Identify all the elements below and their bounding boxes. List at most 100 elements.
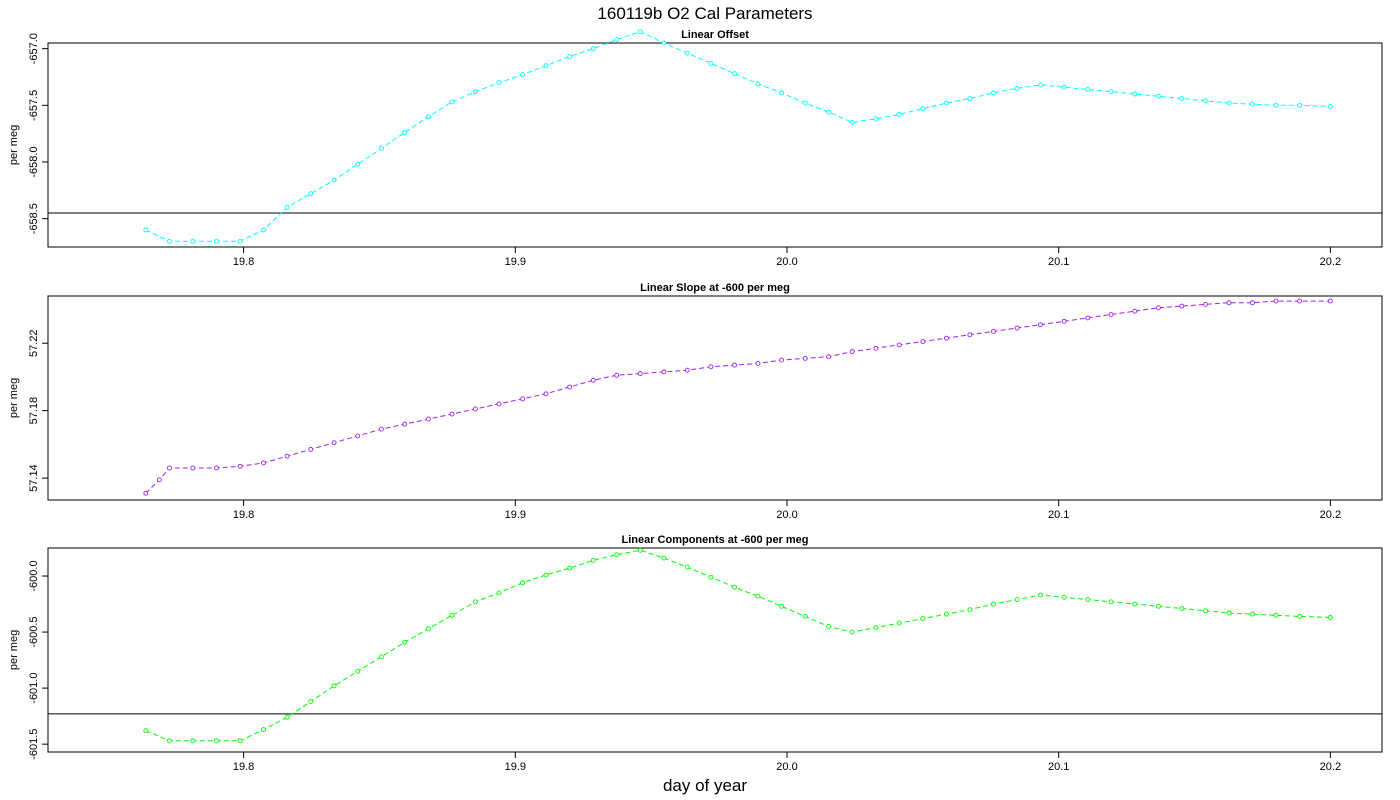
- data-point: [567, 384, 573, 390]
- panel-title: Linear Slope at -600 per meg: [640, 282, 790, 294]
- data-point: [166, 238, 172, 244]
- data-point: [1327, 298, 1333, 304]
- x-tick-label: 20.0: [776, 256, 797, 268]
- data-point: [1297, 613, 1303, 619]
- data-point: [944, 335, 949, 341]
- chart-panels: Linear Offset per meg 19.8 19.9 20.0 20.1 20.2…: [8, 29, 1383, 773]
- data-point: [755, 360, 761, 366]
- x-tick-label: 20.0: [776, 509, 797, 521]
- x-tick-label: 19.9: [505, 761, 526, 773]
- data-point: [449, 99, 455, 105]
- x-axis-label: day of year: [663, 776, 747, 795]
- data-point: [284, 204, 290, 210]
- y-axis-label: per meg: [8, 630, 20, 670]
- y-tick-label: -658.5: [28, 203, 40, 234]
- data-point: [213, 465, 219, 471]
- data-point: [520, 396, 526, 402]
- data-point: [1038, 322, 1043, 328]
- data-point: [425, 114, 431, 120]
- data-point: [496, 401, 502, 407]
- data-point: [331, 177, 337, 183]
- data-point: [1273, 102, 1279, 108]
- data-point: [991, 328, 996, 334]
- data-point: [849, 119, 855, 125]
- x-tick-label: 20.1: [1048, 761, 1069, 773]
- data-point: [637, 29, 643, 35]
- data-point: [1202, 301, 1208, 307]
- data-point: [1155, 603, 1161, 609]
- data-point: [991, 90, 996, 96]
- data-point: [190, 238, 196, 244]
- data-point: [520, 580, 526, 586]
- chart-panel-3: Linear Components at -600 per meg per meg…: [8, 534, 1383, 773]
- data-point: [779, 357, 785, 363]
- data-point: [1226, 100, 1232, 106]
- data-point: [331, 440, 337, 446]
- data-point: [543, 63, 549, 69]
- data-point: [1014, 325, 1020, 331]
- data-point: [920, 106, 926, 112]
- data-point: [826, 109, 832, 115]
- data-point: [873, 625, 879, 631]
- data-point: [449, 612, 455, 618]
- data-point: [402, 639, 408, 645]
- data-point: [261, 227, 266, 233]
- data-point: [944, 611, 949, 617]
- x-tick-label: 20.2: [1320, 761, 1341, 773]
- x-tick-label: 19.8: [233, 509, 254, 521]
- series-line: [145, 300, 1331, 494]
- data-point: [1297, 102, 1303, 108]
- y-tick-label: 57.14: [28, 464, 40, 492]
- data-point: [284, 714, 290, 720]
- data-point: [213, 238, 219, 244]
- data-point: [967, 332, 973, 338]
- data-point: [590, 557, 596, 563]
- y-tick-label: -658.0: [28, 146, 40, 177]
- data-point: [708, 364, 714, 370]
- data-point: [920, 339, 926, 344]
- plot-frame: [47, 547, 1383, 753]
- panel-title: Linear Components at -600 per meg: [621, 534, 808, 546]
- data-point: [826, 354, 832, 360]
- data-point: [143, 490, 149, 496]
- data-point: [237, 738, 243, 744]
- data-point: [661, 40, 667, 46]
- data-point: [261, 727, 266, 733]
- data-point: [779, 603, 785, 609]
- data-point: [684, 564, 690, 570]
- data-point: [732, 362, 738, 368]
- data-point: [520, 72, 526, 78]
- data-point: [1038, 592, 1043, 598]
- y-tick-label: 57.18: [28, 397, 40, 425]
- data-point: [1108, 89, 1114, 95]
- series-line: [145, 31, 1331, 242]
- data-point: [779, 90, 785, 96]
- data-point: [1179, 303, 1185, 309]
- plot-frame: [47, 295, 1383, 501]
- data-point: [1249, 101, 1255, 107]
- data-point: [166, 738, 172, 744]
- data-point: [967, 96, 973, 101]
- data-point: [308, 446, 314, 452]
- data-point: [849, 629, 855, 635]
- data-point: [684, 367, 690, 373]
- data-point: [1038, 82, 1043, 88]
- data-point: [967, 607, 973, 613]
- data-point: [213, 738, 219, 744]
- data-point: [732, 584, 738, 590]
- data-point: [637, 371, 643, 377]
- data-point: [590, 46, 596, 52]
- data-point: [1085, 87, 1091, 92]
- data-point: [543, 391, 549, 397]
- x-tick-label: 19.8: [233, 256, 254, 268]
- data-point: [896, 620, 902, 626]
- data-point: [755, 81, 761, 87]
- data-point: [378, 426, 384, 432]
- data-point: [1132, 601, 1138, 607]
- data-point: [143, 728, 149, 734]
- data-point: [944, 100, 949, 106]
- data-point: [1061, 84, 1067, 90]
- x-tick-label: 20.2: [1320, 256, 1341, 268]
- data-point: [1179, 606, 1185, 611]
